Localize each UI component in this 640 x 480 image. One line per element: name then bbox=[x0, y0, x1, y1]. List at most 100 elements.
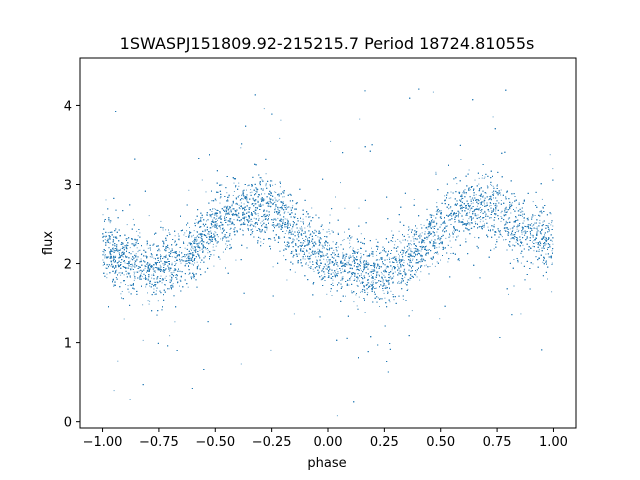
data-point bbox=[198, 233, 200, 235]
data-point bbox=[397, 264, 399, 266]
data-point bbox=[390, 290, 392, 292]
data-point bbox=[235, 186, 236, 188]
data-point bbox=[165, 255, 167, 257]
data-point bbox=[301, 227, 303, 229]
data-point bbox=[275, 192, 277, 193]
data-point bbox=[246, 199, 248, 201]
data-point bbox=[173, 271, 175, 273]
data-point bbox=[304, 227, 306, 229]
data-point bbox=[246, 189, 247, 191]
data-point bbox=[542, 261, 544, 263]
data-point bbox=[389, 277, 391, 279]
data-point bbox=[163, 256, 165, 258]
data-point bbox=[262, 188, 264, 190]
data-point bbox=[371, 269, 373, 271]
data-point bbox=[292, 205, 294, 207]
data-point bbox=[327, 272, 329, 274]
data-point bbox=[274, 207, 276, 209]
data-point bbox=[146, 244, 148, 246]
data-point bbox=[191, 263, 193, 265]
data-point bbox=[193, 249, 195, 251]
data-point bbox=[532, 237, 534, 238]
data-point bbox=[154, 270, 156, 272]
data-point bbox=[351, 236, 353, 238]
data-point bbox=[331, 295, 333, 296]
data-point bbox=[550, 224, 552, 226]
data-point bbox=[262, 224, 264, 225]
data-point bbox=[242, 230, 244, 232]
data-point bbox=[481, 177, 483, 179]
data-point bbox=[323, 276, 325, 278]
data-point bbox=[229, 233, 231, 235]
data-point bbox=[146, 271, 147, 273]
data-point bbox=[154, 271, 156, 273]
data-point bbox=[448, 214, 450, 215]
data-point bbox=[443, 222, 445, 224]
data-point bbox=[479, 202, 481, 204]
data-point bbox=[358, 251, 360, 253]
data-point bbox=[193, 242, 195, 244]
data-point bbox=[226, 245, 228, 246]
data-point bbox=[454, 221, 456, 223]
data-point bbox=[186, 230, 188, 232]
data-point bbox=[544, 237, 546, 238]
data-point bbox=[201, 248, 203, 250]
data-point bbox=[360, 273, 362, 275]
data-point bbox=[247, 225, 249, 227]
data-point bbox=[330, 140, 332, 142]
data-point bbox=[450, 197, 452, 199]
data-point bbox=[547, 278, 548, 280]
data-point bbox=[255, 190, 257, 192]
data-point bbox=[329, 260, 331, 262]
data-point bbox=[357, 265, 359, 267]
data-point bbox=[285, 223, 287, 225]
data-point bbox=[389, 301, 391, 303]
data-point bbox=[165, 275, 167, 277]
data-point bbox=[212, 236, 214, 238]
data-point bbox=[105, 199, 107, 201]
data-point bbox=[251, 220, 253, 222]
data-point bbox=[468, 169, 470, 171]
data-point bbox=[535, 227, 537, 229]
data-point bbox=[405, 252, 407, 254]
data-point bbox=[320, 279, 322, 281]
data-point bbox=[500, 212, 502, 214]
data-point bbox=[187, 253, 189, 255]
data-point bbox=[313, 232, 314, 234]
data-point bbox=[391, 278, 392, 280]
data-point bbox=[203, 241, 205, 243]
data-point bbox=[419, 234, 421, 236]
data-point bbox=[328, 260, 330, 262]
data-point bbox=[154, 293, 156, 295]
data-point bbox=[524, 225, 526, 227]
data-point bbox=[115, 255, 117, 257]
data-point bbox=[165, 229, 167, 231]
data-point bbox=[209, 214, 211, 215]
data-point bbox=[121, 291, 123, 292]
data-point bbox=[349, 247, 351, 249]
data-point bbox=[467, 220, 468, 222]
data-point bbox=[174, 242, 176, 244]
data-point bbox=[389, 276, 391, 278]
data-point bbox=[239, 208, 241, 210]
data-point bbox=[286, 279, 288, 281]
data-point bbox=[538, 222, 540, 224]
data-point bbox=[532, 215, 534, 217]
data-point bbox=[324, 247, 325, 249]
data-point bbox=[394, 240, 396, 242]
data-point bbox=[243, 211, 245, 213]
data-point bbox=[510, 203, 512, 205]
data-point bbox=[160, 275, 162, 277]
data-point bbox=[284, 245, 286, 247]
data-point bbox=[133, 243, 135, 245]
data-point bbox=[299, 227, 301, 229]
data-point bbox=[262, 216, 264, 218]
data-point bbox=[309, 216, 311, 218]
data-point bbox=[191, 235, 193, 237]
data-point bbox=[305, 216, 307, 218]
data-point bbox=[132, 218, 134, 220]
data-point bbox=[308, 252, 310, 254]
data-point bbox=[304, 258, 306, 260]
data-point bbox=[187, 286, 189, 288]
data-point bbox=[372, 255, 374, 257]
